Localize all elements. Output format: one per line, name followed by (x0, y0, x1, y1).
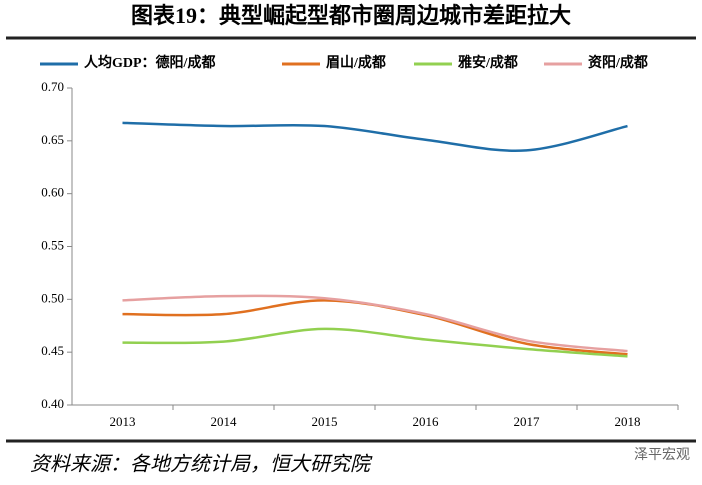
legend-name: 雅安/成都 (458, 54, 518, 71)
line (122, 327, 628, 358)
legend-label: 雅安/成都 (458, 54, 518, 71)
chart-title: 图表19：典型崛起型都市圈周边城市差距拉大 (131, 3, 571, 28)
y-tick-label: 0.70 (41, 79, 64, 94)
legend-label: 眉山/成都 (326, 54, 386, 71)
legend-prefix: 人均GDP： (84, 54, 156, 71)
line (122, 294, 628, 353)
legend-label: 资阳/成都 (588, 54, 648, 71)
watermark: 泽平宏观 (634, 447, 690, 463)
y-tick-label: 0.65 (41, 132, 64, 147)
legend-name: 眉山/成都 (326, 54, 386, 71)
y-tick-label: 0.50 (41, 290, 64, 305)
x-tick-label: 2018 (615, 414, 641, 429)
legend-name: 德阳/成都 (156, 54, 216, 71)
line (122, 121, 628, 152)
x-tick-label: 2016 (413, 414, 440, 429)
x-tick-label: 2014 (211, 414, 238, 429)
x-tick-label: 2013 (110, 414, 136, 429)
x-tick-label: 2017 (514, 414, 541, 429)
legend-name: 资阳/成都 (588, 54, 648, 71)
line (122, 299, 628, 356)
y-tick-label: 0.60 (41, 185, 64, 200)
y-tick-label: 0.40 (41, 396, 64, 411)
source: 资料来源：各地方统计局，恒大研究院 (30, 454, 373, 476)
y-tick-label: 0.55 (41, 237, 64, 252)
x-tick-label: 2015 (312, 414, 338, 429)
y-tick-label: 0.45 (41, 343, 64, 358)
legend-label: 人均GDP：德阳/成都 (84, 54, 215, 71)
